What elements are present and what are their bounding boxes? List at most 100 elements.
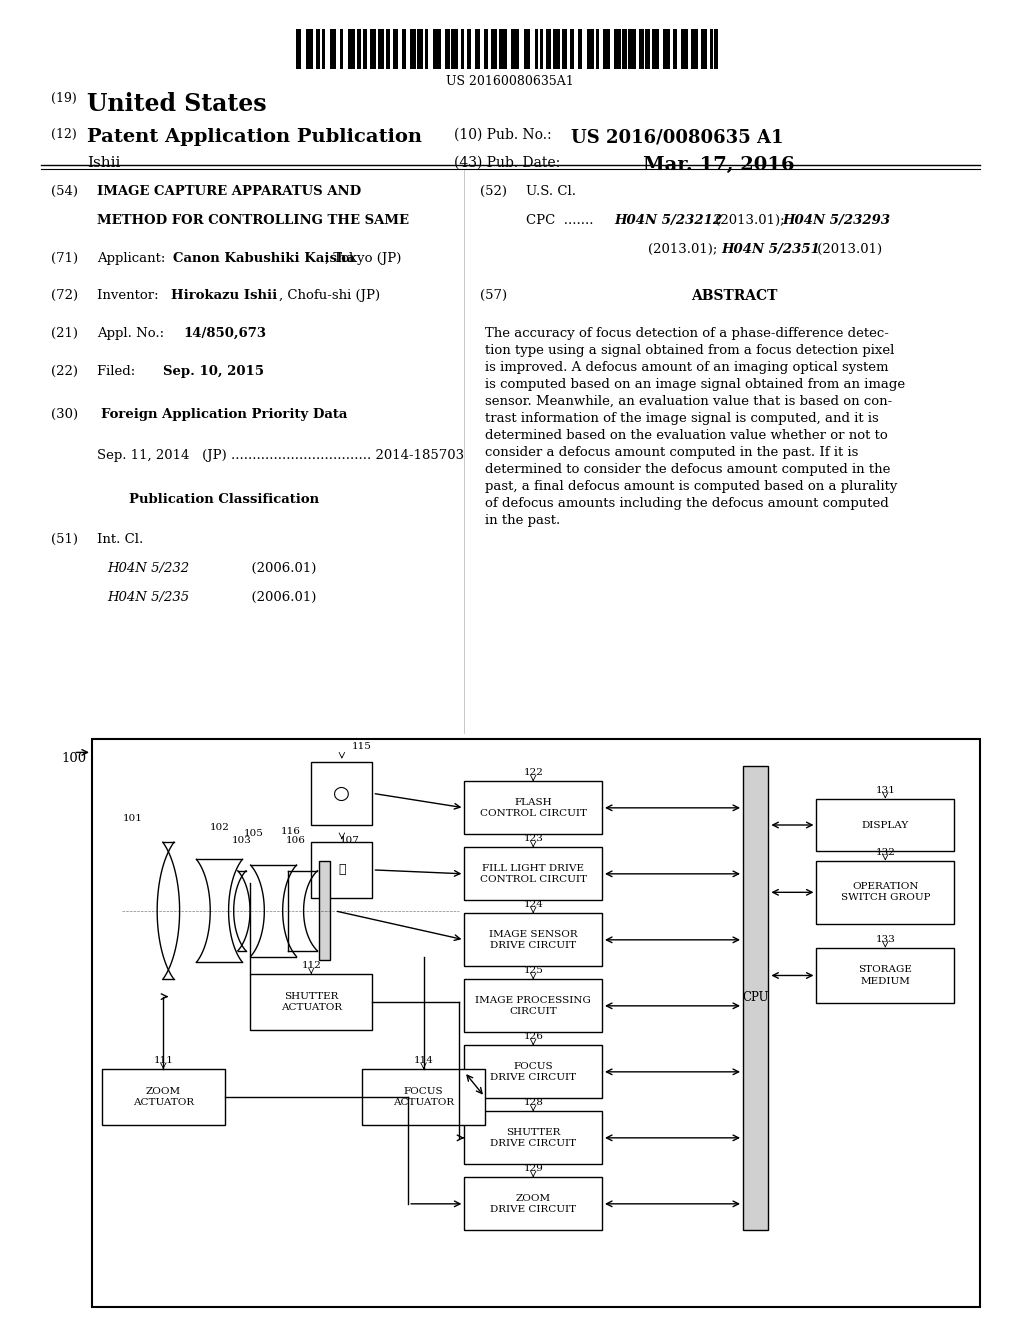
Text: ZOOM
ACTUATOR: ZOOM ACTUATOR: [133, 1086, 194, 1107]
Bar: [464, 847, 602, 900]
Bar: [296, 29, 301, 69]
Bar: [816, 799, 954, 851]
Bar: [464, 979, 602, 1032]
Text: (12): (12): [51, 128, 77, 141]
Bar: [652, 29, 659, 69]
Text: 106: 106: [286, 836, 306, 845]
Text: The accuracy of focus detection of a phase-difference detec-
tion type using a s: The accuracy of focus detection of a pha…: [484, 327, 905, 527]
Text: 100: 100: [61, 752, 86, 766]
Text: United States: United States: [87, 92, 266, 116]
Bar: [250, 974, 373, 1030]
Bar: [464, 1111, 602, 1164]
Text: Int. Cl.: Int. Cl.: [97, 533, 143, 546]
Text: (57): (57): [479, 289, 507, 302]
Text: H04N 5/232: H04N 5/232: [108, 562, 189, 576]
Text: Ishii: Ishii: [87, 156, 120, 170]
Bar: [715, 29, 718, 69]
Text: H04N 5/23293: H04N 5/23293: [782, 214, 891, 227]
Bar: [92, 739, 980, 1307]
Text: 112: 112: [301, 961, 322, 970]
Bar: [691, 29, 698, 69]
Bar: [311, 842, 373, 898]
Text: Applicant:: Applicant:: [97, 252, 174, 264]
Text: 124: 124: [523, 900, 543, 909]
Text: Mar. 17, 2016: Mar. 17, 2016: [643, 156, 795, 174]
Bar: [743, 766, 768, 1230]
Text: 131: 131: [876, 785, 895, 795]
Text: Appl. No.:: Appl. No.:: [97, 327, 173, 341]
Text: (2006.01): (2006.01): [209, 562, 316, 576]
Text: H04N 5/23212: H04N 5/23212: [614, 214, 723, 227]
Text: ZOOM
DRIVE CIRCUIT: ZOOM DRIVE CIRCUIT: [490, 1193, 577, 1214]
Text: Filed:: Filed:: [97, 364, 173, 378]
Text: IMAGE PROCESSING
CIRCUIT: IMAGE PROCESSING CIRCUIT: [475, 995, 591, 1016]
Text: Foreign Application Priority Data: Foreign Application Priority Data: [101, 408, 348, 421]
Text: US 2016/0080635 A1: US 2016/0080635 A1: [571, 128, 784, 147]
Bar: [464, 781, 602, 834]
Text: (54): (54): [51, 185, 78, 198]
Text: SHUTTER
ACTUATOR: SHUTTER ACTUATOR: [281, 991, 342, 1012]
Text: (10) Pub. No.:: (10) Pub. No.:: [454, 128, 552, 143]
Text: FILL LIGHT DRIVE
CONTROL CIRCUIT: FILL LIGHT DRIVE CONTROL CIRCUIT: [479, 863, 587, 884]
Bar: [710, 29, 713, 69]
Text: 102: 102: [210, 822, 229, 832]
Text: US 20160080635A1: US 20160080635A1: [446, 75, 574, 88]
Text: 115: 115: [352, 742, 372, 751]
Text: 📷: 📷: [338, 863, 346, 876]
Text: ○: ○: [334, 784, 350, 803]
Bar: [579, 29, 582, 69]
Bar: [553, 29, 560, 69]
Text: (22): (22): [51, 364, 78, 378]
Text: Sep. 10, 2015: Sep. 10, 2015: [163, 364, 264, 378]
Text: 133: 133: [876, 935, 895, 944]
Bar: [475, 29, 480, 69]
Text: 107: 107: [340, 836, 359, 845]
Bar: [393, 29, 398, 69]
Text: METHOD FOR CONTROLLING THE SAME: METHOD FOR CONTROLLING THE SAME: [97, 214, 409, 227]
Bar: [681, 29, 688, 69]
Text: 14/850,673: 14/850,673: [183, 327, 266, 341]
Text: (19): (19): [51, 92, 77, 106]
Bar: [546, 29, 551, 69]
Bar: [596, 29, 599, 69]
Bar: [445, 29, 450, 69]
Bar: [348, 29, 355, 69]
Text: (52): (52): [479, 185, 507, 198]
Text: U.S. Cl.: U.S. Cl.: [525, 185, 575, 198]
Text: SHUTTER
DRIVE CIRCUIT: SHUTTER DRIVE CIRCUIT: [490, 1127, 577, 1148]
Bar: [340, 29, 343, 69]
Bar: [645, 29, 650, 69]
Text: , Tokyo (JP): , Tokyo (JP): [325, 252, 401, 264]
Bar: [425, 29, 428, 69]
Text: , Chofu-shi (JP): , Chofu-shi (JP): [279, 289, 380, 302]
Text: 128: 128: [523, 1098, 543, 1107]
Bar: [378, 29, 384, 69]
Bar: [357, 29, 360, 69]
Bar: [540, 29, 543, 69]
Bar: [386, 29, 390, 69]
Text: 122: 122: [523, 768, 543, 777]
Text: (30): (30): [51, 408, 78, 421]
Bar: [461, 29, 465, 69]
Text: Sep. 11, 2014   (JP) ................................. 2014-185703: Sep. 11, 2014 (JP) .....................…: [97, 449, 464, 462]
Text: (43) Pub. Date:: (43) Pub. Date:: [454, 156, 560, 170]
Bar: [311, 762, 373, 825]
Text: 123: 123: [523, 834, 543, 843]
Bar: [322, 29, 325, 69]
Bar: [562, 29, 567, 69]
Bar: [701, 29, 707, 69]
Text: IMAGE CAPTURE APPARATUS AND: IMAGE CAPTURE APPARATUS AND: [97, 185, 361, 198]
Bar: [306, 29, 312, 69]
Text: CPU: CPU: [742, 991, 769, 1005]
Bar: [613, 29, 621, 69]
Text: Publication Classification: Publication Classification: [129, 492, 319, 506]
Text: (72): (72): [51, 289, 78, 302]
Text: FOCUS
ACTUATOR: FOCUS ACTUATOR: [393, 1086, 454, 1107]
Bar: [464, 1045, 602, 1098]
Text: 103: 103: [231, 836, 252, 845]
Text: DISPLAY: DISPLAY: [861, 821, 909, 829]
Text: H04N 5/235: H04N 5/235: [108, 591, 189, 605]
Bar: [410, 29, 416, 69]
Bar: [464, 913, 602, 966]
Text: Hirokazu Ishii: Hirokazu Ishii: [171, 289, 278, 302]
